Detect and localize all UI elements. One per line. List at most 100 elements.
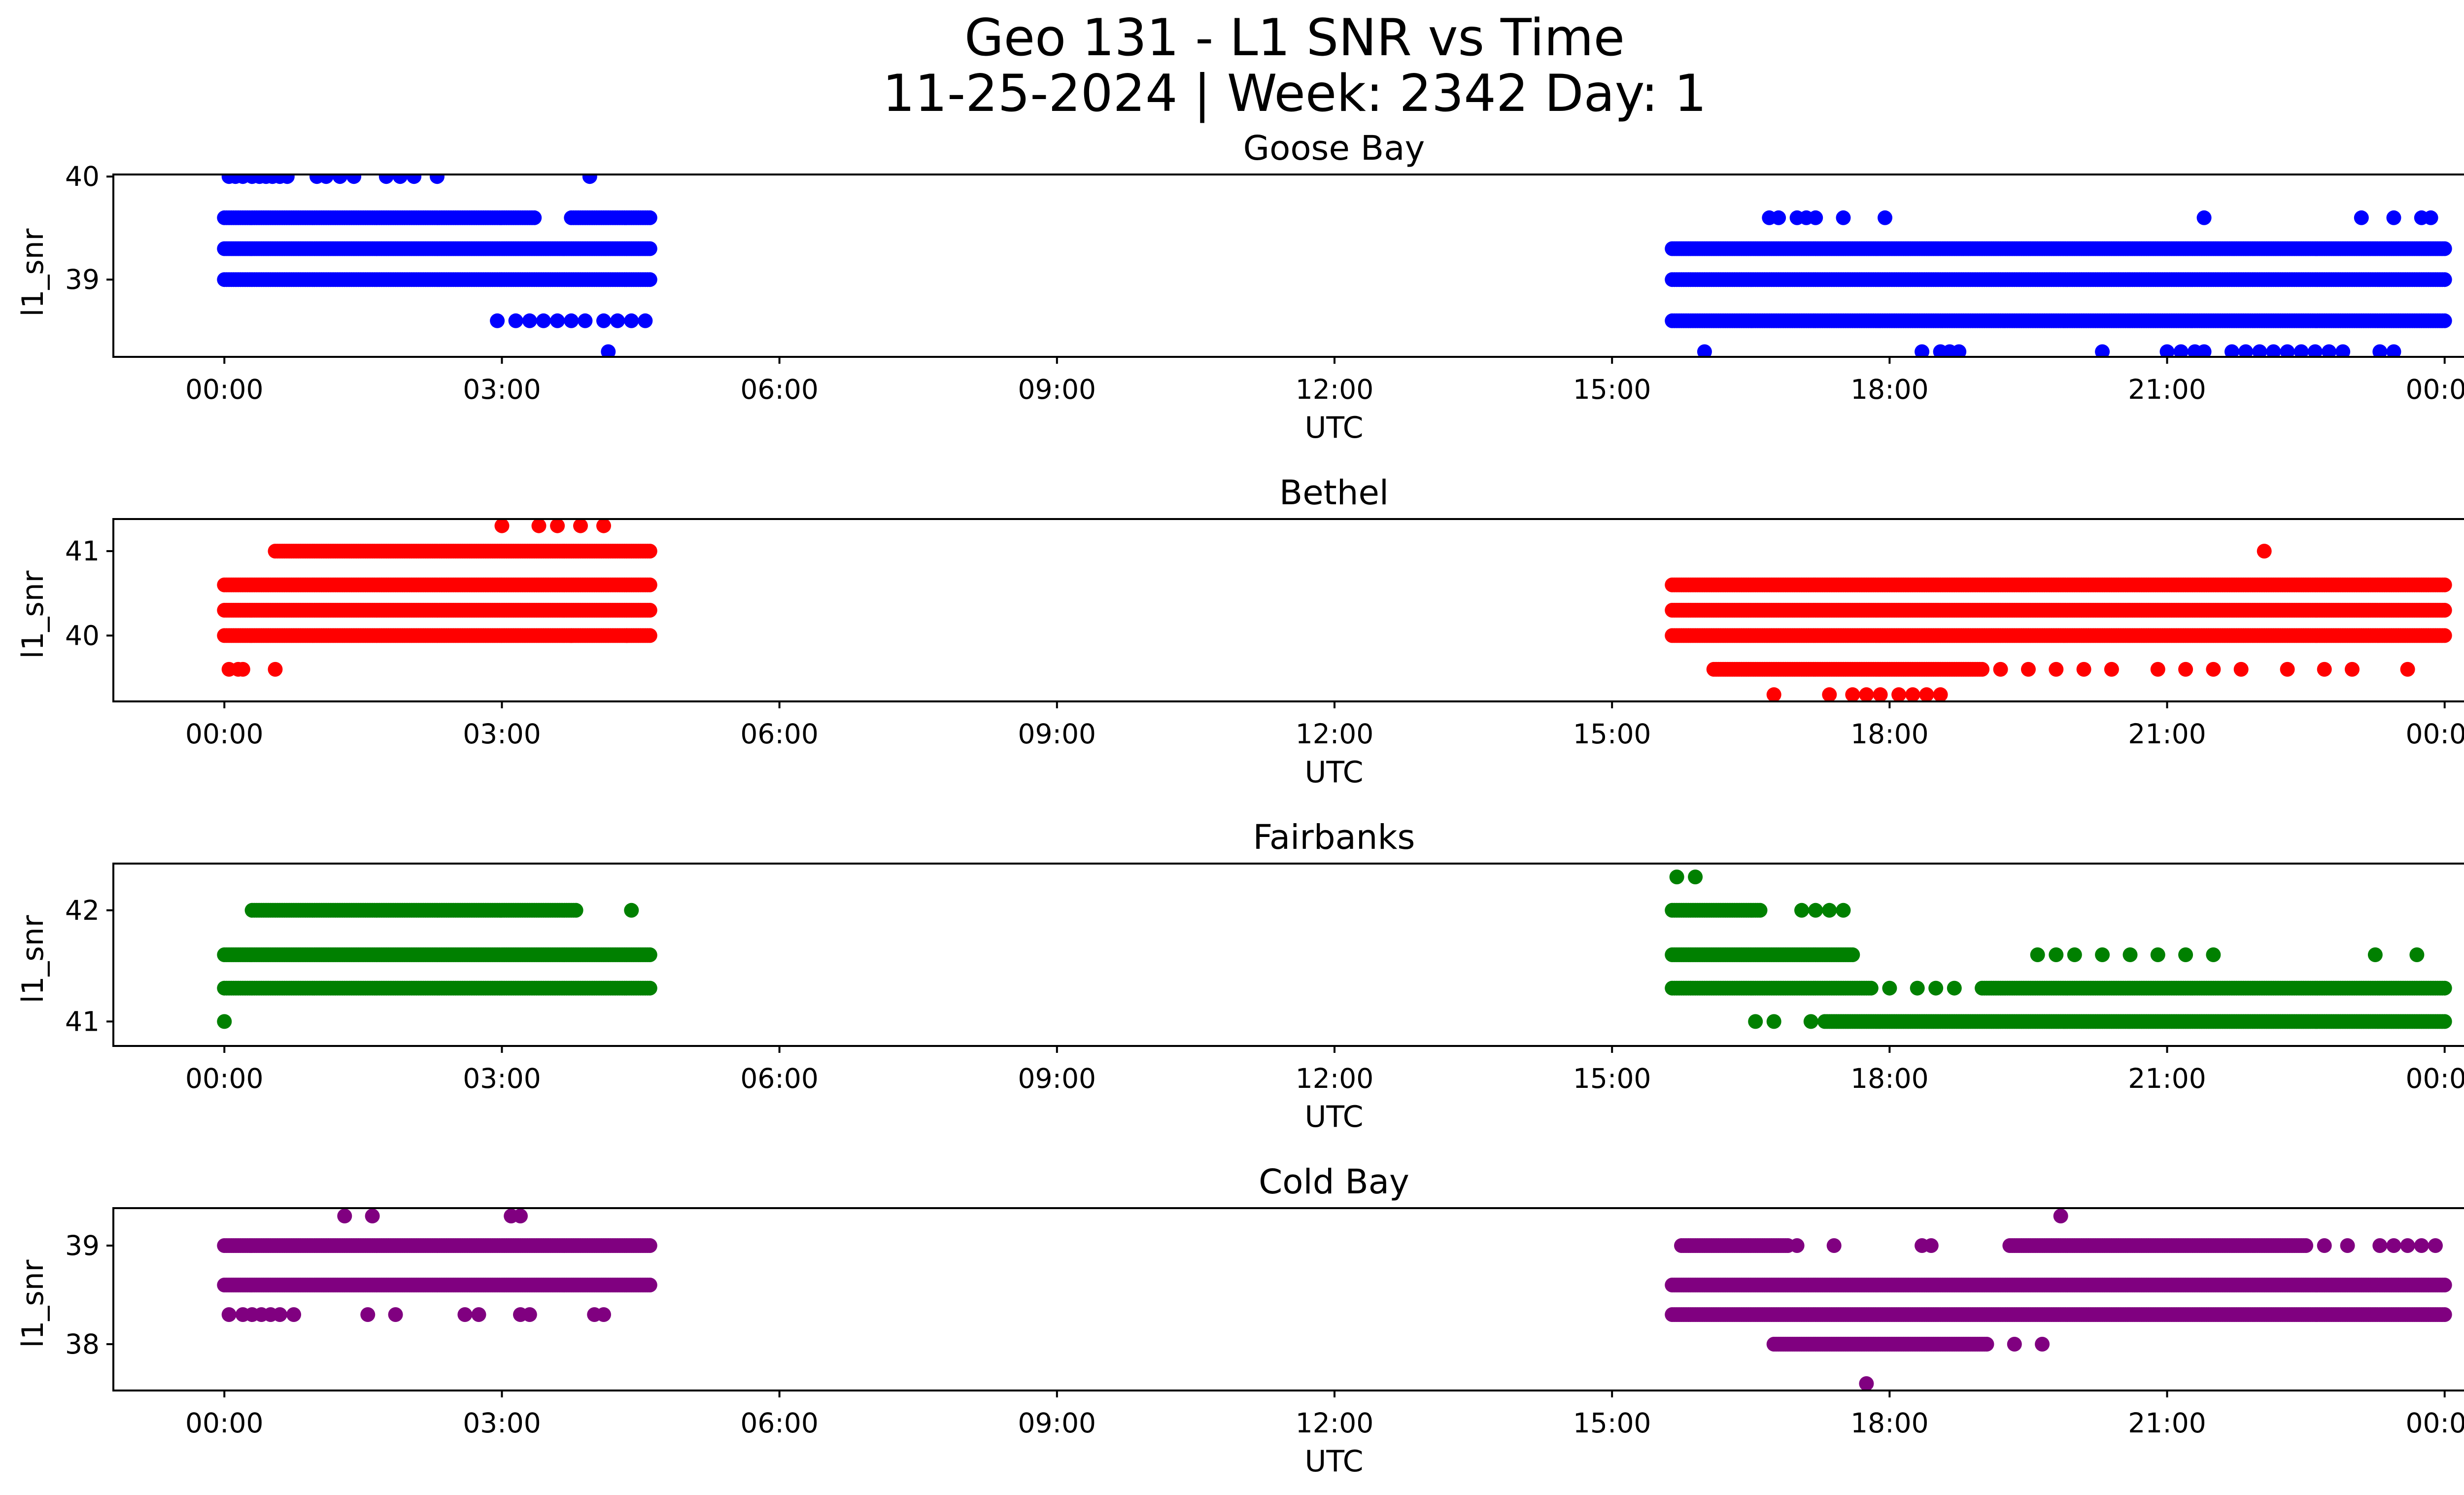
x-tick-label: 12:00: [1296, 718, 1374, 750]
data-point: [2367, 947, 2383, 962]
data-point: [2257, 544, 2272, 559]
data-point: [2335, 344, 2351, 357]
data-point: [1836, 210, 1851, 225]
x-axis-label: UTC: [1305, 755, 1364, 790]
data-point: [536, 313, 551, 328]
y-axis-label: l1_snr: [16, 1259, 50, 1348]
y-tick-label: 40: [65, 620, 100, 651]
data-point: [1771, 210, 1786, 225]
x-tick-label: 12:00: [1296, 374, 1374, 405]
data-point: [642, 980, 657, 996]
data-point: [642, 272, 657, 287]
data-point: [2067, 947, 2082, 962]
data-point: [1748, 1014, 1763, 1029]
data-point: [1836, 903, 1851, 918]
x-tick-label: 06:00: [740, 1063, 819, 1094]
data-series: [217, 1209, 2452, 1391]
data-point: [1808, 210, 1823, 225]
data-point: [642, 947, 657, 962]
data-point: [1697, 344, 1712, 357]
data-point: [568, 903, 583, 918]
data-point: [1752, 903, 1768, 918]
data-point: [279, 174, 295, 184]
data-point: [642, 241, 657, 256]
data-series: [217, 869, 2452, 1029]
data-point: [2150, 661, 2165, 677]
y-tick-label: 40: [65, 161, 100, 192]
data-point: [2178, 947, 2193, 962]
x-tick-label: 00:00: [185, 1063, 264, 1094]
data-point: [235, 661, 250, 677]
panel-cold-bay: Cold Bay UTC l1_snr 00:00 03:00 06:00 09:00…: [16, 1162, 2464, 1479]
data-point: [508, 313, 523, 328]
panel-title: Fairbanks: [1253, 818, 1415, 857]
data-point: [610, 313, 625, 328]
data-point: [2423, 210, 2438, 225]
data-point: [2196, 210, 2212, 225]
data-point: [1915, 344, 1930, 357]
data-point: [642, 603, 657, 618]
data-point: [642, 544, 657, 559]
data-point: [1919, 687, 1934, 701]
data-point: [2252, 344, 2267, 357]
data-point: [346, 174, 362, 184]
x-tick-label: 18:00: [1850, 374, 1929, 405]
data-point: [2266, 344, 2281, 357]
data-point: [2386, 344, 2401, 357]
x-tick-label: 15:00: [1573, 374, 1651, 405]
data-point: [318, 174, 334, 184]
data-point: [378, 174, 394, 184]
x-tick-label: 06:00: [740, 374, 819, 405]
data-point: [2409, 947, 2425, 962]
data-point: [494, 519, 510, 533]
data-point: [1933, 687, 1948, 701]
data-point: [2437, 1014, 2452, 1029]
x-axis-label: UTC: [1305, 411, 1364, 445]
data-point: [2049, 661, 2064, 677]
data-point: [1766, 687, 1781, 701]
data-point: [2021, 661, 2036, 677]
data-point: [578, 313, 593, 328]
data-point: [1905, 687, 1920, 701]
data-point: [2317, 661, 2332, 677]
data-point: [430, 174, 445, 184]
data-point: [601, 344, 616, 357]
data-point: [1928, 980, 1944, 996]
data-point: [2104, 661, 2119, 677]
data-point: [1863, 980, 1879, 996]
data-point: [1882, 980, 1897, 996]
x-tick-label: 15:00: [1573, 1063, 1651, 1094]
data-point: [2159, 344, 2175, 357]
data-point: [2095, 947, 2110, 962]
data-point: [642, 210, 657, 225]
y-tick-label: 42: [65, 895, 100, 926]
data-point: [2437, 241, 2452, 256]
y-axis-label: l1_snr: [16, 570, 50, 659]
data-point: [1688, 869, 1703, 885]
data-point: [2233, 661, 2249, 677]
data-point: [2178, 661, 2193, 677]
data-point: [1947, 980, 1962, 996]
data-point: [624, 903, 639, 918]
x-tick-label: 03:00: [463, 374, 541, 405]
y-axis-label: l1_snr: [16, 915, 50, 1003]
data-point: [2122, 947, 2138, 962]
data-point: [522, 313, 537, 328]
data-point: [624, 313, 639, 328]
data-point: [2280, 344, 2295, 357]
x-tick-label: 03:00: [463, 718, 541, 750]
x-tick-label: 21:00: [2128, 1063, 2206, 1094]
data-point: [550, 313, 565, 328]
data-series: [217, 519, 2452, 701]
data-point: [1951, 344, 1967, 357]
data-point: [2030, 947, 2045, 962]
x-tick-label: 15:00: [1573, 718, 1651, 750]
data-point: [2173, 344, 2189, 357]
data-point: [1845, 947, 1860, 962]
data-point: [638, 313, 653, 328]
y-tick-label: 41: [65, 535, 100, 567]
data-series: [217, 174, 2452, 357]
data-point: [490, 313, 505, 328]
x-tick-label: 03:00: [463, 1063, 541, 1094]
data-point: [2076, 661, 2091, 677]
